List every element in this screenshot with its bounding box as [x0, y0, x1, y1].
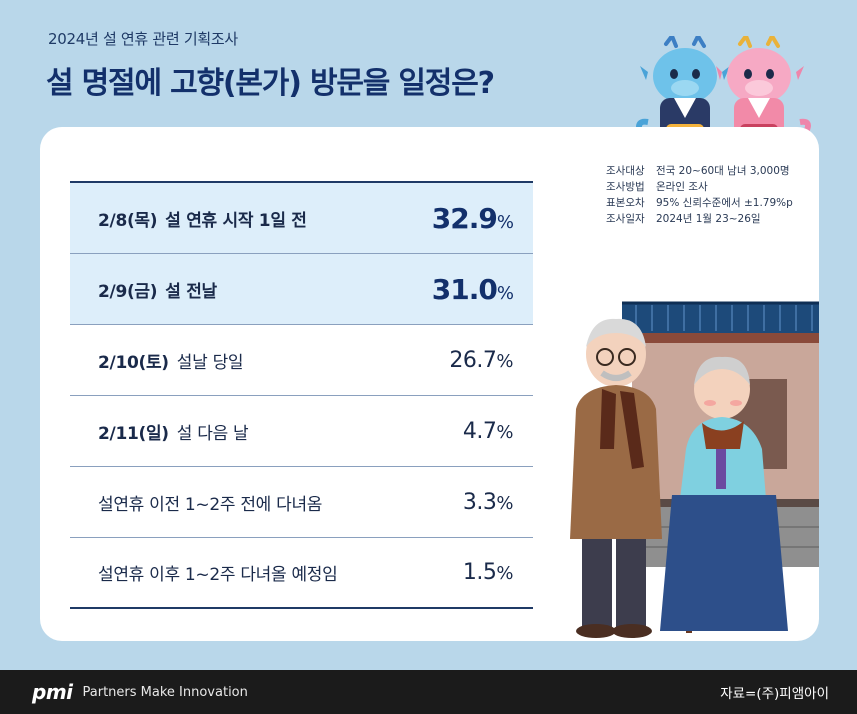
row-label: 2/8(목) 설 연휴 시작 1일 전 [98, 206, 307, 231]
row-value: 3.3% [462, 489, 514, 515]
survey-info-key: 조사일자 [606, 213, 645, 225]
row-value-unit: % [496, 350, 513, 372]
survey-info-row: 표본오차 95% 신뢰수준에서 ±1.79%p [606, 195, 793, 211]
row-value: 1.5% [462, 560, 514, 585]
row-description: 설 다음 날 [176, 423, 249, 444]
table-row: 2/8(목) 설 연휴 시작 1일 전 32.9% [70, 183, 533, 254]
row-date: 2/8(목) [98, 210, 158, 231]
grandparents-hanok-illustration [570, 301, 819, 638]
survey-info-value: 95% 신뢰수준에서 ±1.79%p [656, 197, 793, 209]
row-date: 2/9(금) [98, 281, 158, 302]
row-value-unit: % [496, 563, 513, 584]
row-date: 2/10(토) [98, 352, 169, 373]
results-card: 조사대상 전국 20~60대 남녀 3,000명 조사방법 온라인 조사 표본오… [40, 127, 819, 641]
survey-info: 조사대상 전국 20~60대 남녀 3,000명 조사방법 온라인 조사 표본오… [606, 163, 793, 227]
survey-info-value: 2024년 1월 23~26일 [656, 213, 761, 225]
pmi-logo: pmi [32, 680, 73, 704]
row-label: 2/11(일) 설 다음 날 [98, 419, 249, 444]
row-value: 4.7% [462, 418, 514, 444]
row-date: 2/11(일) [98, 423, 169, 444]
row-value-number: 32.9 [431, 201, 498, 235]
table-row: 2/10(토) 설날 당일 26.7% [70, 325, 533, 396]
row-value-unit: % [496, 282, 514, 304]
row-description: 설 전날 [165, 281, 217, 302]
results-table: 2/8(목) 설 연휴 시작 1일 전 32.9% 2/9(금) 설 전날 31.0% 2/… [70, 181, 533, 609]
row-value-number: 31.0 [431, 272, 498, 306]
survey-info-key: 표본오차 [606, 197, 645, 209]
table-row: 설연휴 이전 1~2주 전에 다녀옴 3.3% [70, 467, 533, 538]
row-value-number: 26.7 [449, 347, 497, 373]
survey-info-row: 조사방법 온라인 조사 [606, 179, 793, 195]
row-value-number: 4.7 [462, 418, 497, 444]
row-value-unit: % [496, 211, 514, 233]
survey-info-key: 조사방법 [606, 181, 645, 193]
survey-info-row: 조사대상 전국 20~60대 남녀 3,000명 [606, 163, 793, 179]
source-credit: 자료=(주)피앰아이 [720, 686, 829, 702]
row-value-unit: % [496, 421, 513, 443]
row-description: 설연휴 이전 1~2주 전에 다녀옴 [98, 494, 323, 515]
blue-dragon-mascot [636, 36, 730, 138]
survey-info-row: 조사일자 2024년 1월 23~26일 [606, 211, 793, 227]
row-label: 2/9(금) 설 전날 [98, 277, 217, 302]
row-label: 2/10(토) 설날 당일 [98, 348, 244, 373]
footer-bar: pmi Partners Make Innovation 자료=(주)피앰아이 [0, 670, 857, 714]
row-description: 설날 당일 [176, 352, 244, 373]
table-row: 2/11(일) 설 다음 날 4.7% [70, 396, 533, 467]
table-row: 2/9(금) 설 전날 31.0% [70, 254, 533, 325]
row-value: 32.9% [431, 201, 514, 235]
row-label: 설연휴 이전 1~2주 전에 다녀옴 [98, 490, 322, 515]
row-label: 설연휴 이후 1~2주 다녀올 예정임 [98, 560, 338, 585]
survey-info-key: 조사대상 [606, 165, 645, 177]
grandmother-figure [660, 356, 788, 631]
brand-tagline: Partners Make Innovation [82, 684, 248, 700]
row-value: 31.0% [431, 272, 514, 306]
table-row: 설연휴 이후 1~2주 다녀올 예정임 1.5% [70, 538, 533, 609]
page-title: 설 명절에 고향(본가) 방문을 일정은? [46, 66, 495, 101]
survey-subtitle: 2024년 설 연휴 관련 기획조사 [48, 30, 238, 48]
survey-info-value: 전국 20~60대 남녀 3,000명 [656, 165, 790, 177]
row-description: 설연휴 이후 1~2주 다녀올 예정임 [98, 565, 338, 585]
row-value-unit: % [496, 492, 513, 514]
row-value-number: 3.3 [462, 489, 497, 515]
brand: pmi Partners Make Innovation [32, 680, 248, 704]
row-value: 26.7% [449, 348, 513, 373]
pink-dragon-mascot [716, 36, 811, 138]
survey-info-value: 온라인 조사 [656, 181, 708, 193]
row-value-number: 1.5 [462, 560, 497, 585]
row-description: 설 연휴 시작 1일 전 [165, 210, 307, 231]
